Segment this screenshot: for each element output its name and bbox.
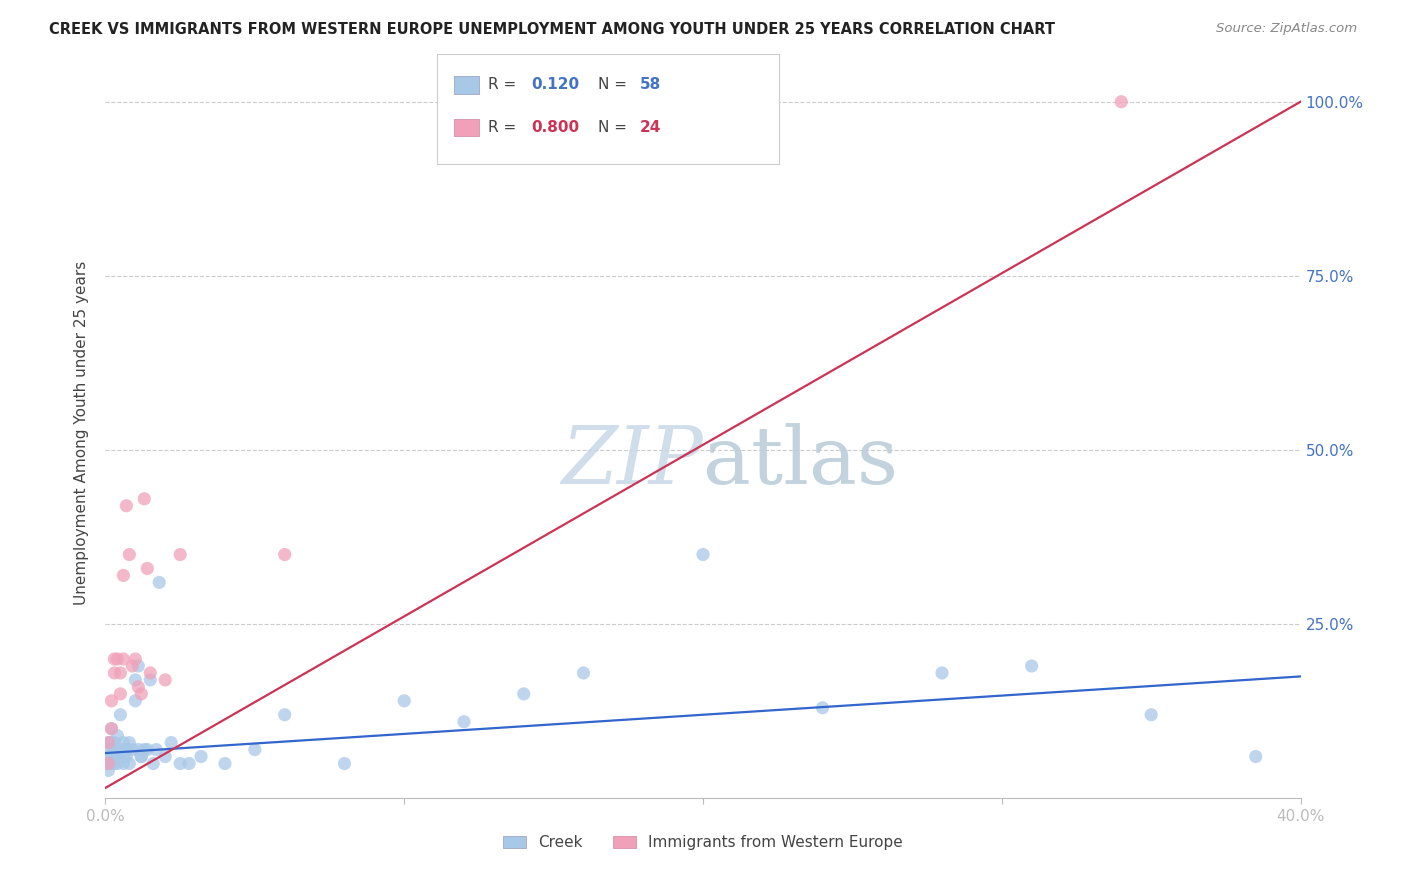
Point <box>115 742 138 756</box>
Point <box>127 659 149 673</box>
Point <box>124 673 146 687</box>
Point <box>100 756 122 771</box>
Text: atlas: atlas <box>703 423 898 501</box>
Point <box>142 756 165 771</box>
Text: N =: N = <box>598 120 631 135</box>
Point <box>112 749 135 764</box>
Point <box>692 548 714 562</box>
Point <box>811 700 834 714</box>
Point <box>134 742 156 756</box>
Y-axis label: Unemployment Among Youth under 25 years: Unemployment Among Youth under 25 years <box>75 260 90 605</box>
Point <box>107 652 129 666</box>
Point <box>112 568 135 582</box>
Text: Source: ZipAtlas.com: Source: ZipAtlas.com <box>1216 22 1357 36</box>
Point <box>214 756 236 771</box>
Point <box>1111 95 1133 109</box>
Point <box>107 749 129 764</box>
Text: CREEK VS IMMIGRANTS FROM WESTERN EUROPE UNEMPLOYMENT AMONG YOUTH UNDER 25 YEARS : CREEK VS IMMIGRANTS FROM WESTERN EUROPE … <box>49 22 1056 37</box>
Point <box>931 665 953 680</box>
Point <box>513 687 536 701</box>
Point <box>110 665 132 680</box>
Point <box>129 749 153 764</box>
Point <box>134 491 156 506</box>
Point <box>572 665 595 680</box>
Point <box>118 736 141 750</box>
Point <box>110 742 132 756</box>
Point <box>155 749 177 764</box>
Point <box>97 736 120 750</box>
Point <box>139 665 162 680</box>
Point <box>129 687 153 701</box>
Point <box>103 736 125 750</box>
Point <box>100 736 122 750</box>
Point <box>110 707 132 722</box>
Point <box>124 694 146 708</box>
Point <box>107 729 129 743</box>
Text: 0.800: 0.800 <box>531 120 579 135</box>
Point <box>112 756 135 771</box>
Point <box>118 756 141 771</box>
Point <box>124 652 146 666</box>
Point <box>148 575 170 590</box>
Point <box>177 756 201 771</box>
Point <box>190 749 212 764</box>
Point <box>273 548 295 562</box>
Point <box>136 742 159 756</box>
Point <box>169 548 191 562</box>
Point <box>394 694 416 708</box>
Point <box>273 707 295 722</box>
Point <box>118 548 141 562</box>
Point <box>110 687 132 701</box>
Point <box>100 722 122 736</box>
Point <box>97 756 120 771</box>
Text: 0.120: 0.120 <box>531 78 579 92</box>
Point <box>115 749 138 764</box>
Point <box>97 736 120 750</box>
Point <box>112 652 135 666</box>
Point <box>127 742 149 756</box>
Point <box>97 764 120 778</box>
Point <box>107 756 129 771</box>
Point <box>100 749 122 764</box>
Point <box>121 659 143 673</box>
Point <box>100 742 122 756</box>
Point <box>97 756 120 771</box>
Point <box>110 749 132 764</box>
Point <box>103 756 125 771</box>
Point <box>169 756 191 771</box>
Point <box>103 652 125 666</box>
Point <box>145 742 167 756</box>
Point <box>155 673 177 687</box>
Point <box>139 673 162 687</box>
Point <box>1021 659 1043 673</box>
Point <box>1244 749 1267 764</box>
Point <box>129 749 153 764</box>
Point <box>1140 707 1163 722</box>
Point <box>103 749 125 764</box>
Point <box>103 742 125 756</box>
Legend: Creek, Immigrants from Western Europe: Creek, Immigrants from Western Europe <box>496 830 910 856</box>
Point <box>115 499 138 513</box>
Point <box>97 749 120 764</box>
Point <box>100 694 122 708</box>
Point <box>112 736 135 750</box>
Text: 58: 58 <box>640 78 661 92</box>
Text: 24: 24 <box>640 120 661 135</box>
Point <box>100 722 122 736</box>
Point <box>136 561 159 575</box>
Text: ZIP: ZIP <box>561 423 703 500</box>
Point <box>333 756 356 771</box>
Point <box>121 742 143 756</box>
Text: R =: R = <box>488 120 522 135</box>
Text: R =: R = <box>488 78 522 92</box>
Point <box>453 714 475 729</box>
Text: N =: N = <box>598 78 631 92</box>
Point <box>160 736 183 750</box>
Point <box>103 665 125 680</box>
Point <box>127 680 149 694</box>
Point <box>243 742 266 756</box>
